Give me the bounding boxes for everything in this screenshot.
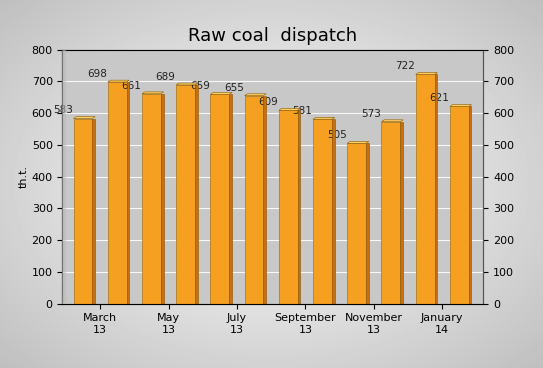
Polygon shape [73,117,95,118]
Polygon shape [416,72,437,74]
Polygon shape [469,106,471,304]
Polygon shape [450,105,471,106]
Polygon shape [92,118,95,304]
Bar [382,122,400,304]
Bar [416,74,434,304]
Polygon shape [127,82,129,304]
Bar [73,118,92,304]
Bar [211,95,229,304]
Text: 505: 505 [327,130,346,140]
Polygon shape [142,92,163,94]
Polygon shape [279,109,300,110]
Polygon shape [400,122,403,304]
Polygon shape [366,143,369,304]
Polygon shape [298,110,300,304]
Text: 655: 655 [224,82,244,92]
Text: 573: 573 [361,109,381,118]
Text: 722: 722 [395,61,415,71]
Polygon shape [108,80,129,82]
Text: 621: 621 [430,93,449,103]
Text: 698: 698 [87,69,107,79]
Bar [450,106,469,304]
Polygon shape [211,92,232,95]
Polygon shape [382,120,403,122]
Polygon shape [62,50,65,304]
Text: 609: 609 [258,97,278,107]
Bar [348,143,366,304]
Polygon shape [332,119,334,304]
Title: Raw coal  dispatch: Raw coal dispatch [188,27,357,45]
Text: 659: 659 [190,81,210,91]
Y-axis label: th.t.: th.t. [19,165,29,188]
Bar [245,96,263,304]
Polygon shape [176,83,198,85]
Polygon shape [434,74,437,304]
Bar [176,85,195,304]
Bar [279,110,298,304]
Polygon shape [161,94,163,304]
Text: 581: 581 [293,106,312,116]
Text: 661: 661 [122,81,141,91]
Bar [142,94,161,304]
Polygon shape [245,94,266,96]
Bar [108,82,127,304]
Polygon shape [313,117,334,119]
Polygon shape [229,95,232,304]
Polygon shape [263,96,266,304]
Text: 583: 583 [53,105,73,116]
Polygon shape [195,85,198,304]
Text: 689: 689 [156,72,175,82]
Polygon shape [348,141,369,143]
Bar [313,119,332,304]
